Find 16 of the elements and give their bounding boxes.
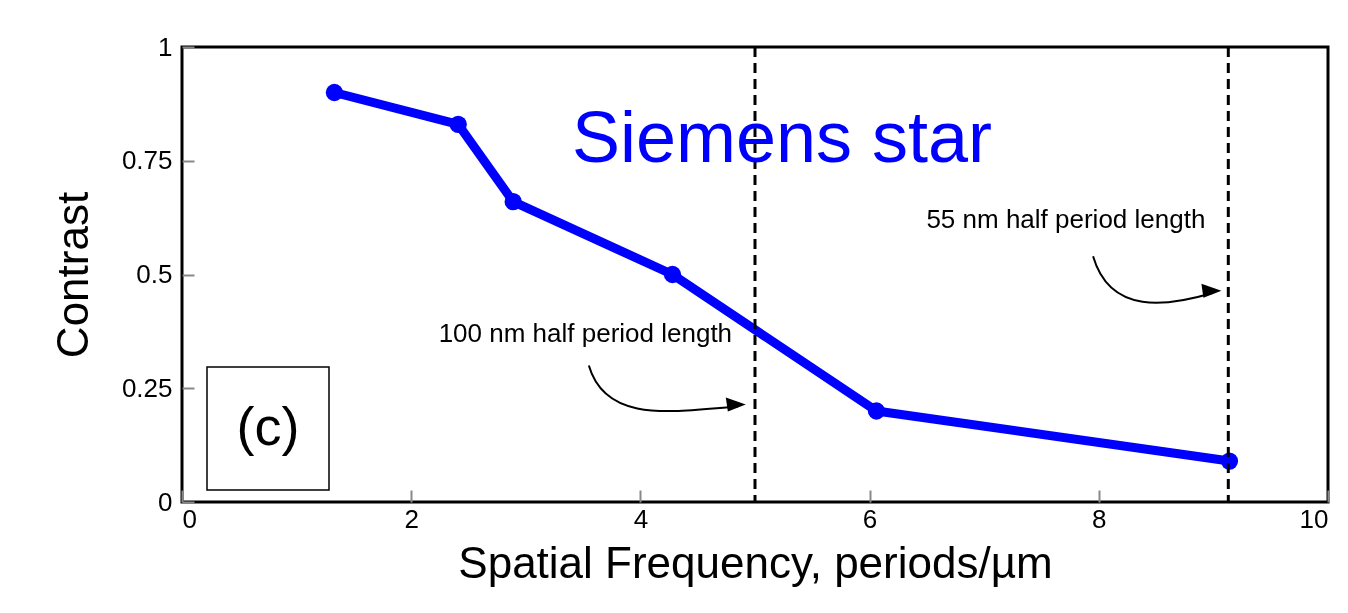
y-tick-label: 0.25 — [121, 372, 173, 403]
ref-line-label: 55 nm half period length — [926, 203, 1206, 234]
x-tick-label: 0 — [182, 503, 197, 534]
y-tick-label: 0.5 — [136, 259, 173, 289]
y-tick-label: 0.75 — [121, 145, 173, 176]
x-tick-label: 10 — [1299, 503, 1329, 534]
ref-line-label: 100 nm half period length — [438, 317, 733, 348]
x-axis-title: Spatial Frequency, periods/µm — [458, 537, 1053, 587]
y-axis-title: Contrast — [47, 191, 97, 359]
x-tick-label: 4 — [633, 503, 649, 534]
x-tick-label: 2 — [404, 503, 419, 534]
y-tick-label: 1 — [158, 31, 173, 62]
x-tick-label: 6 — [862, 503, 878, 534]
annotation: Siemens star — [571, 97, 993, 177]
annotation: (c) — [236, 396, 300, 456]
x-tick-label: 8 — [1092, 503, 1107, 534]
